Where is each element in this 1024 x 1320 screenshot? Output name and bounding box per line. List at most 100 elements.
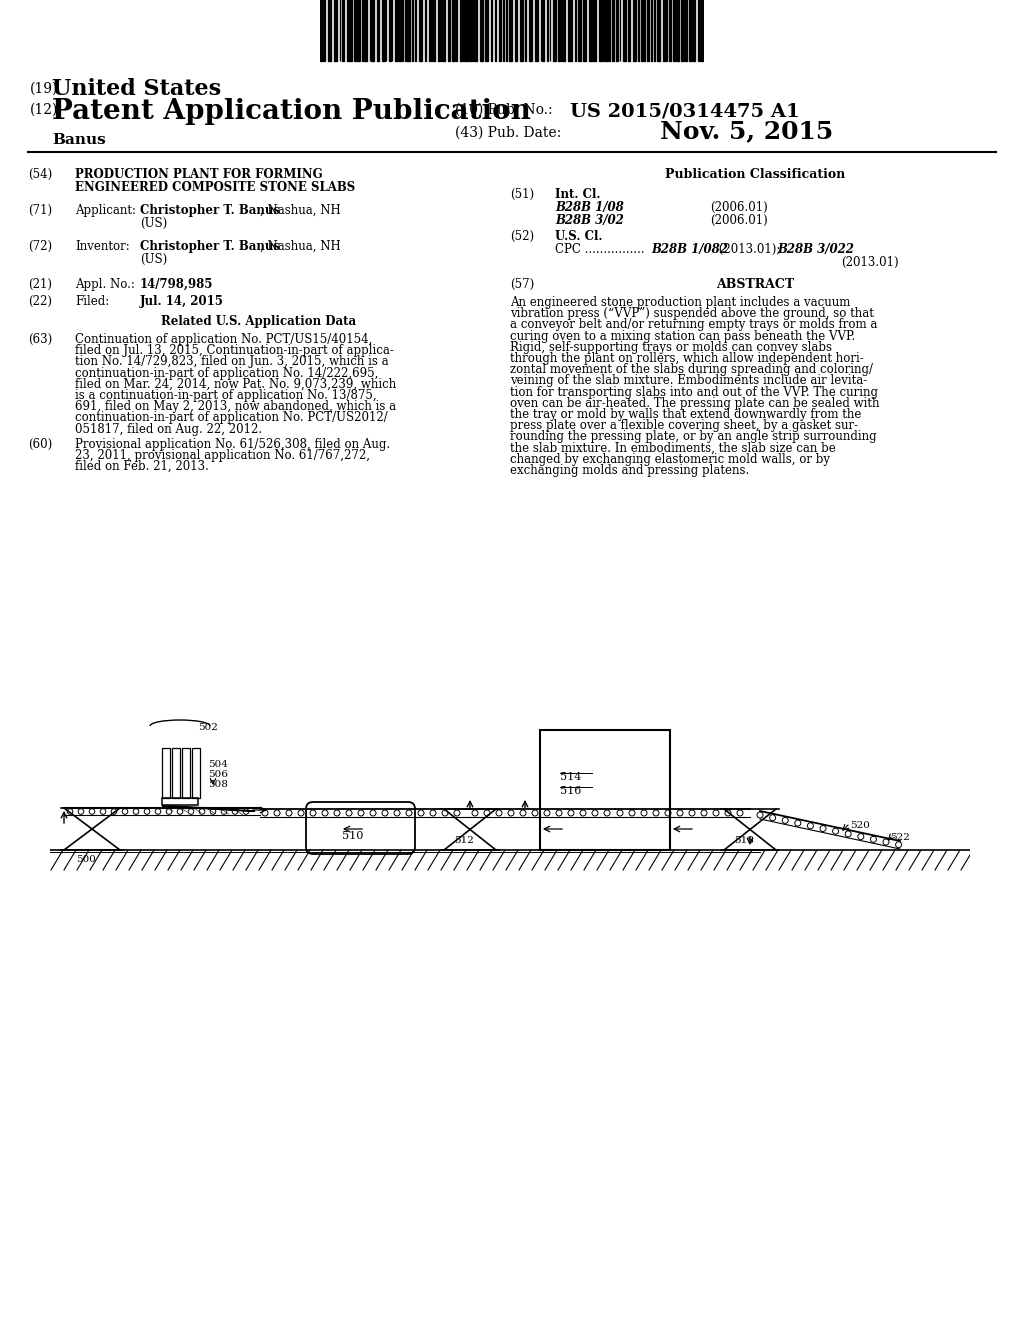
Text: filed on Jul. 13, 2015, Continuation-in-part of applica-: filed on Jul. 13, 2015, Continuation-in-… <box>75 345 394 358</box>
Text: Patent Application Publication: Patent Application Publication <box>52 98 530 125</box>
Bar <box>562 0 564 61</box>
Bar <box>583 0 586 61</box>
Text: 520: 520 <box>850 821 869 830</box>
Text: zontal movement of the slabs during spreading and coloring/: zontal movement of the slabs during spre… <box>510 363 873 376</box>
Text: ENGINEERED COMPOSITE STONE SLABS: ENGINEERED COMPOSITE STONE SLABS <box>75 181 355 194</box>
Text: tion for transporting slabs into and out of the VVP. The curing: tion for transporting slabs into and out… <box>510 385 878 399</box>
Text: (21): (21) <box>28 279 52 290</box>
Bar <box>540 730 670 850</box>
Bar <box>509 0 512 61</box>
Text: continuation-in-part of application No. 14/222,695,: continuation-in-part of application No. … <box>75 367 379 380</box>
Bar <box>172 748 180 799</box>
Text: Int. Cl.: Int. Cl. <box>555 187 600 201</box>
Bar <box>389 0 391 61</box>
Bar <box>470 0 473 61</box>
Text: 518: 518 <box>734 836 754 845</box>
Bar <box>684 0 685 61</box>
Text: tion No. 14/729,823, filed on Jun. 3, 2015, which is a: tion No. 14/729,823, filed on Jun. 3, 20… <box>75 355 389 368</box>
Text: (54): (54) <box>28 168 52 181</box>
Bar <box>371 0 374 61</box>
Text: 516: 516 <box>560 785 582 796</box>
Text: (60): (60) <box>28 438 52 451</box>
Bar <box>553 0 556 61</box>
Bar <box>633 0 635 61</box>
Bar <box>334 0 337 61</box>
Text: 23, 2011, provisional application No. 61/767,272,: 23, 2011, provisional application No. 61… <box>75 449 370 462</box>
Text: Nov. 5, 2015: Nov. 5, 2015 <box>660 119 834 143</box>
Bar <box>524 0 526 61</box>
Bar <box>474 0 477 61</box>
Text: (22): (22) <box>28 294 52 308</box>
Bar <box>480 0 483 61</box>
Text: 512: 512 <box>454 836 474 845</box>
Text: continuation-in-part of application No. PCT/US2012/: continuation-in-part of application No. … <box>75 412 388 425</box>
Text: (52): (52) <box>510 230 535 243</box>
Text: PRODUCTION PLANT FOR FORMING: PRODUCTION PLANT FOR FORMING <box>75 168 323 181</box>
Text: ABSTRACT: ABSTRACT <box>716 279 794 290</box>
Bar <box>676 0 679 61</box>
Bar <box>506 0 508 61</box>
Text: Related U.S. Application Data: Related U.S. Application Data <box>162 315 356 327</box>
Bar <box>485 0 487 61</box>
Bar <box>328 0 331 61</box>
Text: Banus: Banus <box>52 133 105 147</box>
Bar <box>647 0 649 61</box>
Bar <box>542 0 544 61</box>
Bar <box>415 0 417 61</box>
Bar <box>408 0 410 61</box>
Bar <box>693 0 695 61</box>
Text: filed on Feb. 21, 2013.: filed on Feb. 21, 2013. <box>75 461 209 473</box>
Bar <box>433 0 435 61</box>
Bar <box>612 0 614 61</box>
Text: (71): (71) <box>28 205 52 216</box>
Text: (63): (63) <box>28 333 52 346</box>
Bar <box>641 0 643 61</box>
Bar <box>495 0 497 61</box>
Bar <box>515 0 517 61</box>
Bar <box>364 0 367 61</box>
Bar <box>663 0 665 61</box>
Bar <box>520 0 522 61</box>
Bar <box>357 0 359 61</box>
Bar <box>529 0 532 61</box>
Text: is a continuation-in-part of application No. 13/875,: is a continuation-in-part of application… <box>75 389 377 403</box>
Bar <box>503 0 505 61</box>
Text: 500: 500 <box>76 855 96 865</box>
Text: 502: 502 <box>198 723 218 733</box>
Text: filed on Mar. 24, 2014, now Pat. No. 9,073,239, which: filed on Mar. 24, 2014, now Pat. No. 9,0… <box>75 378 396 391</box>
Text: An engineered stone production plant includes a vacuum: An engineered stone production plant inc… <box>510 296 850 309</box>
Text: (12): (12) <box>30 103 58 117</box>
Text: the slab mixture. In embodiments, the slab size can be: the slab mixture. In embodiments, the sl… <box>510 442 836 454</box>
Text: curing oven to a mixing station can pass beneath the VVP.: curing oven to a mixing station can pass… <box>510 330 855 343</box>
Bar <box>638 0 639 61</box>
Bar <box>182 748 190 799</box>
Bar <box>319 0 323 61</box>
Text: exchanging molds and pressing platens.: exchanging molds and pressing platens. <box>510 465 750 477</box>
Bar <box>349 0 351 61</box>
Text: 691, filed on May 2, 2013, now abandoned, which is a: 691, filed on May 2, 2013, now abandoned… <box>75 400 396 413</box>
Text: a conveyor belt and/or returning empty trays or molds from a: a conveyor belt and/or returning empty t… <box>510 318 878 331</box>
Text: 506: 506 <box>208 770 228 779</box>
Text: through the plant on rollers, which allow independent hori-: through the plant on rollers, which allo… <box>510 352 864 366</box>
Text: rounding the pressing plate, or by an angle strip surrounding: rounding the pressing plate, or by an an… <box>510 430 877 444</box>
Text: vibration press (“VVP”) suspended above the ground, so that: vibration press (“VVP”) suspended above … <box>510 308 873 321</box>
Bar <box>599 0 601 61</box>
Text: (72): (72) <box>28 240 52 253</box>
Text: Continuation of application No. PCT/US15/40154,: Continuation of application No. PCT/US15… <box>75 333 373 346</box>
Text: Filed:: Filed: <box>75 294 110 308</box>
Bar <box>700 0 703 61</box>
Text: (2006.01): (2006.01) <box>710 214 768 227</box>
Text: Jul. 14, 2015: Jul. 14, 2015 <box>140 294 224 308</box>
Text: (57): (57) <box>510 279 535 290</box>
Text: , Nashua, NH: , Nashua, NH <box>260 205 341 216</box>
Bar <box>377 0 380 61</box>
Text: US 2015/0314475 A1: US 2015/0314475 A1 <box>570 103 800 121</box>
Bar <box>324 0 326 61</box>
Bar <box>579 0 581 61</box>
Text: oven can be air-heated. The pressing plate can be sealed with: oven can be air-heated. The pressing pla… <box>510 397 880 409</box>
Bar <box>628 0 630 61</box>
Bar <box>567 0 570 61</box>
Text: Rigid, self-supporting trays or molds can convey slabs: Rigid, self-supporting trays or molds ca… <box>510 341 831 354</box>
Bar <box>624 0 627 61</box>
Text: 14/798,985: 14/798,985 <box>140 279 213 290</box>
